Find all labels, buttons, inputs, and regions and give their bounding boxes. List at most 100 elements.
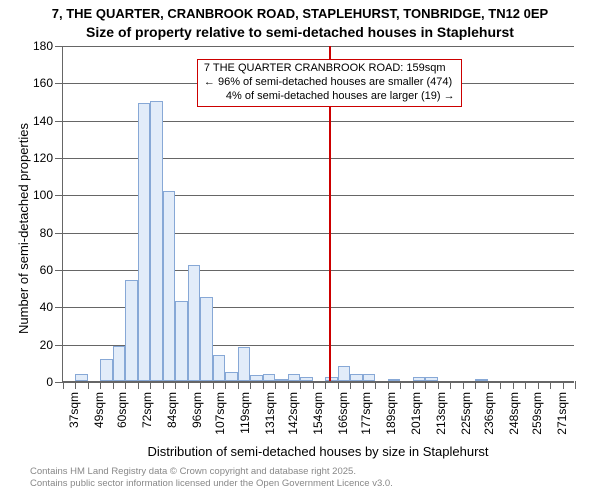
x-tick-label: 107sqm — [213, 392, 227, 435]
tick-x — [138, 381, 139, 389]
histogram-bar — [350, 374, 362, 381]
chart-container: 7, THE QUARTER, CRANBROOK ROAD, STAPLEHU… — [0, 0, 600, 500]
x-tick-label: 189sqm — [384, 392, 398, 435]
tick-x — [525, 381, 526, 389]
tick-x — [188, 381, 189, 389]
tick-x — [163, 381, 164, 389]
tick-x — [88, 381, 89, 389]
tick-x — [575, 381, 576, 389]
annotation-line: 7 THE QUARTER CRANBROOK ROAD: 159sqm — [204, 62, 455, 76]
footnote-line-2: Contains public sector information licen… — [30, 478, 393, 490]
x-tick-label: 131sqm — [263, 392, 277, 435]
histogram-bar — [113, 346, 125, 381]
x-axis-title: Distribution of semi-detached houses by … — [62, 444, 574, 459]
gridline-y — [63, 46, 574, 47]
histogram-bar — [150, 101, 162, 381]
histogram-bar — [288, 374, 300, 381]
tick-x — [438, 381, 439, 389]
x-tick-label: 177sqm — [359, 392, 373, 435]
tick-x — [338, 381, 339, 389]
y-tick-label: 80 — [40, 226, 63, 240]
x-tick-label: 236sqm — [482, 392, 496, 435]
x-tick-label: 259sqm — [530, 392, 544, 435]
tick-x — [488, 381, 489, 389]
y-tick-label: 100 — [33, 188, 63, 202]
tick-x — [500, 381, 501, 389]
y-tick-label: 20 — [40, 338, 63, 352]
histogram-bar — [263, 374, 275, 381]
y-tick-label: 40 — [40, 300, 63, 314]
annotation-line: ← 96% of semi-detached houses are smalle… — [204, 76, 455, 90]
x-tick-label: 166sqm — [336, 392, 350, 435]
tick-x — [238, 381, 239, 389]
tick-x — [513, 381, 514, 389]
histogram-bar — [125, 280, 137, 381]
histogram-bar — [213, 355, 225, 381]
tick-x — [150, 381, 151, 389]
tick-x — [375, 381, 376, 389]
histogram-bar — [138, 103, 150, 381]
histogram-bar — [363, 374, 375, 381]
tick-x — [388, 381, 389, 389]
y-tick-label: 60 — [40, 263, 63, 277]
y-tick-label: 120 — [33, 151, 63, 165]
tick-x — [250, 381, 251, 389]
title-line-2: Size of property relative to semi-detach… — [0, 24, 600, 41]
gridline-y — [63, 382, 574, 383]
histogram-bar — [300, 377, 312, 381]
y-axis-title: Number of semi-detached properties — [16, 123, 31, 334]
tick-x — [263, 381, 264, 389]
x-tick-label: 37sqm — [67, 392, 81, 428]
x-tick-label: 225sqm — [459, 392, 473, 435]
x-tick-label: 96sqm — [190, 392, 204, 428]
tick-x — [413, 381, 414, 389]
x-tick-label: 248sqm — [507, 392, 521, 435]
tick-x — [175, 381, 176, 389]
tick-x — [350, 381, 351, 389]
tick-x — [450, 381, 451, 389]
x-tick-label: 142sqm — [286, 392, 300, 435]
histogram-bar — [238, 347, 250, 381]
x-tick-labels: 37sqm49sqm60sqm72sqm84sqm96sqm107sqm119s… — [62, 392, 574, 452]
histogram-bar — [475, 379, 487, 381]
histogram-bar — [225, 372, 237, 381]
tick-x — [100, 381, 101, 389]
tick-x — [113, 381, 114, 389]
x-tick-label: 84sqm — [165, 392, 179, 428]
annotation-line: 4% of semi-detached houses are larger (1… — [204, 90, 455, 104]
title-line-1: 7, THE QUARTER, CRANBROOK ROAD, STAPLEHU… — [0, 6, 600, 22]
histogram-bar — [275, 379, 287, 381]
x-tick-label: 213sqm — [434, 392, 448, 435]
histogram-bar — [188, 265, 200, 381]
tick-x — [288, 381, 289, 389]
tick-x — [325, 381, 326, 389]
histogram-bar — [100, 359, 112, 381]
tick-x — [63, 381, 64, 389]
histogram-bar — [200, 297, 212, 381]
footnote-line-1: Contains HM Land Registry data © Crown c… — [30, 466, 393, 478]
histogram-bar — [338, 366, 350, 381]
tick-x — [75, 381, 76, 389]
annotation-box: 7 THE QUARTER CRANBROOK ROAD: 159sqm← 96… — [197, 59, 462, 106]
histogram-bar — [413, 377, 425, 381]
histogram-bar — [75, 374, 87, 381]
tick-x — [213, 381, 214, 389]
histogram-bar — [325, 377, 337, 381]
tick-x — [125, 381, 126, 389]
tick-x — [200, 381, 201, 389]
histogram-bar — [175, 301, 187, 381]
histogram-bar — [250, 375, 262, 381]
tick-x — [563, 381, 564, 389]
plot-area: 0204060801001201401601807 THE QUARTER CR… — [62, 46, 574, 382]
x-tick-label: 201sqm — [409, 392, 423, 435]
x-tick-label: 60sqm — [115, 392, 129, 428]
x-tick-label: 49sqm — [92, 392, 106, 428]
histogram-bar — [163, 191, 175, 381]
tick-x — [463, 381, 464, 389]
tick-x — [538, 381, 539, 389]
tick-x — [550, 381, 551, 389]
tick-x — [425, 381, 426, 389]
tick-x — [475, 381, 476, 389]
x-tick-label: 119sqm — [238, 392, 252, 434]
y-tick-label: 180 — [33, 39, 63, 53]
